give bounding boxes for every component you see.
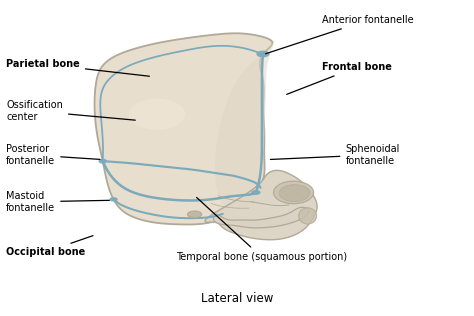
- Text: Ossification
center: Ossification center: [6, 100, 135, 122]
- Polygon shape: [213, 207, 309, 228]
- Polygon shape: [94, 33, 273, 224]
- Ellipse shape: [256, 51, 270, 58]
- Text: Occipital bone: Occipital bone: [6, 236, 93, 257]
- Text: Parietal bone: Parietal bone: [6, 59, 149, 76]
- Text: Mastoid
fontanelle: Mastoid fontanelle: [6, 191, 109, 213]
- Text: Anterior fontanelle: Anterior fontanelle: [265, 15, 413, 54]
- Text: Posterior
fontanelle: Posterior fontanelle: [6, 144, 100, 166]
- Ellipse shape: [279, 185, 310, 202]
- Text: Temporal bone (squamous portion): Temporal bone (squamous portion): [176, 198, 347, 262]
- Ellipse shape: [188, 211, 201, 218]
- Polygon shape: [215, 40, 275, 210]
- Ellipse shape: [251, 190, 261, 195]
- Ellipse shape: [128, 99, 185, 130]
- Ellipse shape: [299, 208, 317, 224]
- Ellipse shape: [99, 159, 107, 164]
- Text: Lateral view: Lateral view: [201, 292, 273, 305]
- Text: Sphenoidal
fontanelle: Sphenoidal fontanelle: [270, 144, 400, 166]
- Text: Frontal bone: Frontal bone: [287, 62, 392, 94]
- Polygon shape: [205, 170, 317, 240]
- Ellipse shape: [273, 181, 314, 204]
- Ellipse shape: [109, 197, 118, 202]
